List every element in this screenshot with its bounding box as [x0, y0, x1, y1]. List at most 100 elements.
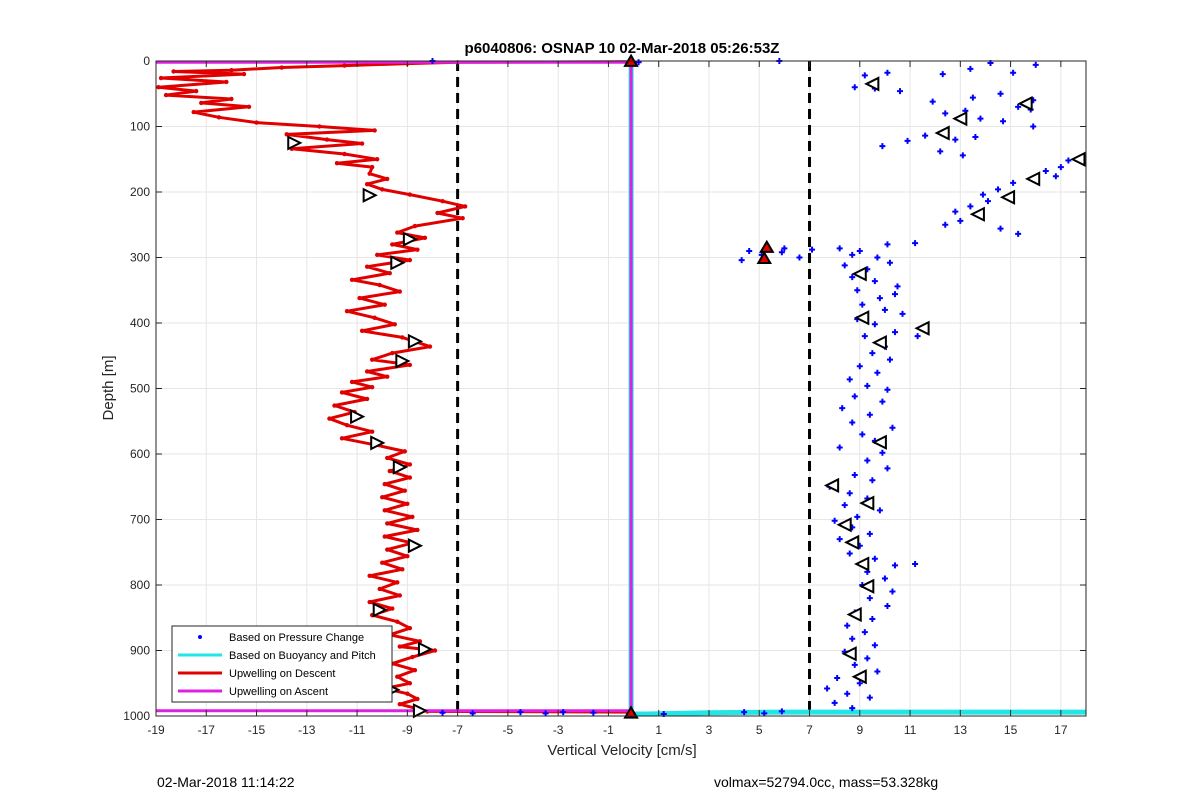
footer-info: volmax=52794.0cc, mass=53.328kg: [714, 774, 939, 790]
pressure-point: [839, 405, 846, 412]
descent-point: [387, 468, 392, 474]
pressure-point: [874, 369, 881, 376]
descent-marker: [362, 187, 378, 203]
pressure-point: [886, 259, 893, 266]
pressure-point: [856, 247, 863, 254]
descent-point: [380, 187, 385, 192]
descent-point: [415, 527, 420, 533]
descent-point: [382, 534, 387, 539]
descent-point: [359, 328, 365, 334]
x-tick-label: -9: [402, 723, 413, 737]
descent-point: [402, 449, 408, 454]
pressure-point: [942, 221, 949, 228]
pressure-point: [841, 262, 848, 269]
descent-point: [364, 181, 370, 187]
descent-point: [392, 322, 397, 327]
descent-point: [385, 521, 390, 526]
descent-marker: [370, 435, 386, 451]
pressure-point: [876, 295, 883, 302]
descent-point: [397, 644, 403, 649]
descent-point: [440, 198, 445, 204]
pressure-point: [997, 225, 1004, 232]
pressure-point: [977, 115, 984, 122]
pressure-point: [1052, 173, 1059, 180]
pressure-point: [1015, 230, 1022, 237]
ascent-marker: [934, 125, 950, 141]
ascent-marker: [952, 111, 968, 127]
descent-point: [279, 65, 284, 70]
pressure-point: [866, 530, 873, 537]
ascent-marker: [823, 477, 840, 494]
descent-point: [412, 667, 418, 673]
descent-point: [462, 204, 468, 209]
descent-point: [397, 289, 403, 294]
pressure-point: [886, 356, 893, 363]
ascent-marker: [851, 669, 867, 685]
descent-point: [405, 553, 410, 559]
pressure-point: [778, 249, 785, 256]
y-tick-label: 500: [130, 382, 150, 396]
pressure-point: [851, 84, 858, 91]
pressure-point: [851, 661, 858, 668]
descent-point: [374, 157, 380, 162]
pressure-point: [1030, 123, 1037, 130]
pressure-point: [590, 709, 597, 716]
descent-point: [395, 230, 400, 235]
pressure-point: [879, 449, 886, 456]
pressure-point: [871, 278, 878, 285]
x-axis-label: Vertical Velocity [cm/s]: [547, 742, 696, 759]
descent-point: [216, 115, 222, 120]
pressure-point: [959, 152, 966, 159]
descent-marker: [350, 409, 366, 425]
chart-title: p6040806: OSNAP 10 02-Mar-2018 05:26:53Z: [465, 40, 780, 57]
descent-point: [364, 396, 370, 402]
descent-point: [171, 69, 176, 74]
descent-point: [460, 216, 465, 221]
pressure-point: [856, 680, 863, 687]
descent-point: [407, 257, 413, 263]
pressure-point: [889, 424, 896, 431]
descent-point: [410, 514, 415, 520]
pressure-point: [517, 709, 524, 716]
pressure-point: [874, 668, 881, 675]
ascent-marker: [1017, 95, 1033, 112]
x-tick-label: -13: [298, 723, 316, 737]
pressure-point: [849, 274, 856, 281]
pressure-point: [937, 148, 944, 155]
ascent-marker: [841, 646, 857, 662]
pressure-point: [861, 333, 868, 340]
pressure-point: [836, 536, 843, 543]
pressure-point: [957, 217, 964, 224]
pressure-point: [972, 133, 979, 140]
pressure-point: [831, 517, 838, 524]
pressure-point: [1010, 179, 1017, 186]
ascent-marker: [844, 534, 860, 551]
x-tick-label: 13: [954, 723, 968, 737]
pressure-point: [879, 143, 886, 150]
special-marker: [623, 705, 639, 719]
pressure-point: [869, 477, 876, 484]
descent-point: [390, 242, 395, 247]
descent-point: [390, 350, 395, 356]
pressure-point: [995, 186, 1002, 193]
pressure-point: [796, 254, 803, 261]
descent-point: [407, 626, 413, 631]
pressure-point: [891, 562, 898, 569]
descent-point: [163, 92, 169, 98]
ascent-marker: [846, 606, 862, 623]
ascent-marker: [851, 266, 867, 282]
descent-point: [327, 416, 332, 421]
ascent-marker: [859, 495, 875, 511]
descent-point: [369, 164, 375, 170]
descent-point: [422, 235, 428, 241]
pressure-point: [922, 132, 929, 139]
x-tick-label: -1: [603, 723, 614, 737]
descent-point: [357, 295, 362, 301]
y-tick-label: 300: [130, 251, 150, 265]
pressure-point: [969, 94, 976, 101]
ascent-marker: [871, 335, 887, 351]
x-tick-label: -5: [503, 723, 514, 737]
pressure-point: [904, 137, 911, 144]
descent-point: [405, 691, 410, 696]
pressure-point: [1032, 61, 1039, 68]
